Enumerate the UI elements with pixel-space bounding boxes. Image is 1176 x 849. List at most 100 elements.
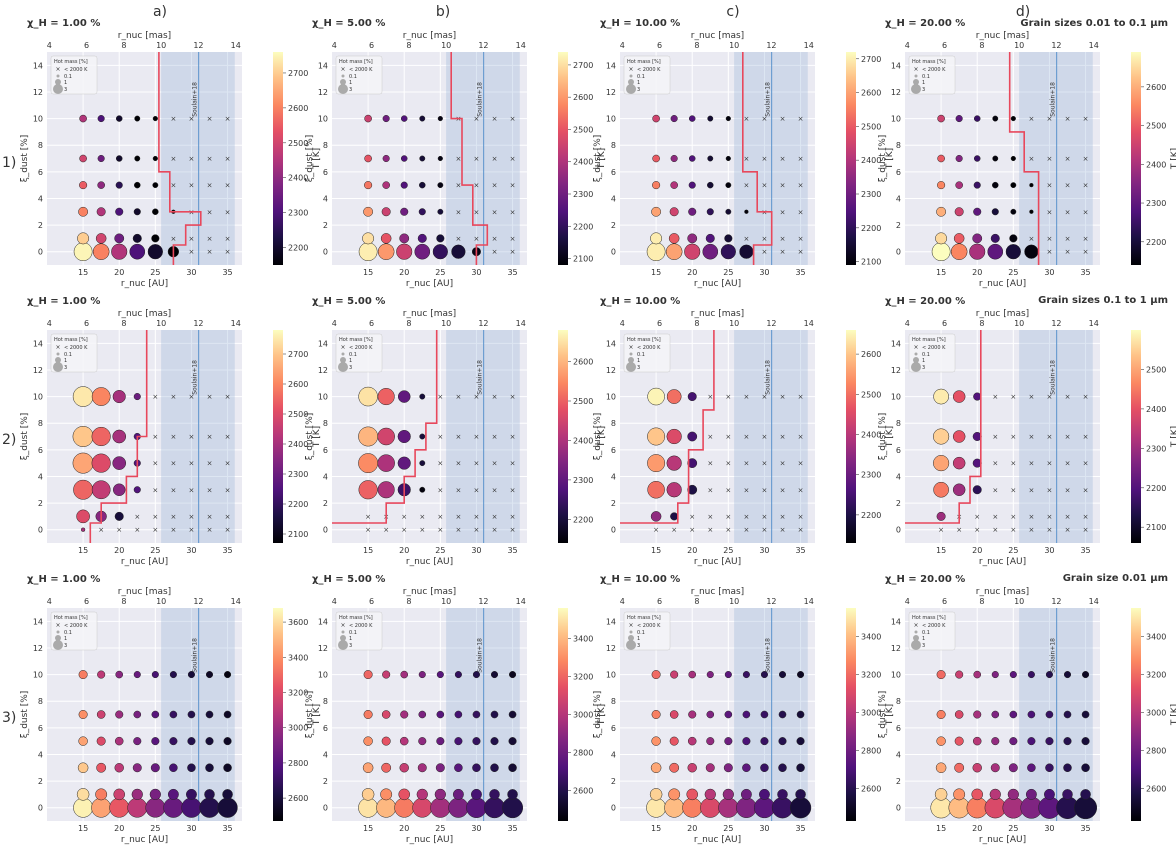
colorbar-tick-label: 2200 — [861, 511, 881, 520]
cold-marker: × — [510, 433, 516, 441]
legend-item: 1 — [637, 358, 640, 364]
data-point — [181, 797, 202, 818]
data-point — [955, 154, 963, 163]
x-top-tick-label: 6 — [942, 319, 947, 328]
colorbar — [1131, 330, 1141, 543]
data-point — [668, 788, 681, 801]
y-axis-title: ξ_dust [%] — [305, 691, 315, 739]
cold-marker: × — [780, 526, 786, 534]
data-point — [133, 486, 141, 494]
data-point — [382, 115, 390, 123]
y-tick-label: 2 — [323, 499, 328, 508]
data-point — [706, 710, 715, 719]
cold-marker: × — [992, 460, 998, 468]
data-point — [718, 797, 739, 818]
data-point — [991, 208, 999, 216]
x-tick-label: 35 — [507, 824, 517, 833]
x-top-tick-label: 4 — [332, 319, 337, 328]
cold-marker: × — [974, 526, 980, 534]
cold-marker: × — [474, 155, 480, 163]
data-point — [112, 483, 126, 496]
y-tick-label: 10 — [606, 671, 616, 680]
data-point — [933, 481, 949, 498]
data-point — [936, 736, 946, 746]
colorbar-title: T [K] — [597, 148, 607, 170]
cold-marker: × — [152, 460, 158, 468]
cold-marker: × — [798, 486, 804, 494]
legend-frame — [335, 611, 383, 651]
cold-marker: × — [225, 433, 231, 441]
cold-marker: × — [1010, 433, 1016, 441]
data-point — [380, 788, 393, 801]
data-point — [187, 671, 195, 679]
data-point — [972, 233, 983, 244]
data-point — [187, 710, 196, 719]
y-tick-label: 4 — [896, 194, 901, 203]
data-point — [396, 243, 413, 260]
data-point — [217, 797, 238, 818]
colorbar-tick-label: 2300 — [288, 470, 308, 479]
data-point — [169, 671, 177, 679]
cold-marker: × — [492, 235, 498, 243]
cold-marker: × — [743, 235, 749, 243]
cold-marker: × — [510, 182, 516, 190]
data-point — [187, 737, 196, 746]
data-point — [502, 797, 524, 819]
data-point — [72, 386, 94, 407]
y-tick-label: 8 — [323, 419, 328, 428]
x-tick-label: 20 — [972, 546, 982, 555]
data-point — [760, 737, 769, 746]
cold-marker: × — [152, 393, 158, 401]
cold-marker: × — [1083, 155, 1089, 163]
x-top-tick-label: 10 — [156, 597, 166, 606]
cold-marker: × — [225, 460, 231, 468]
y-tick-label: 10 — [318, 115, 328, 124]
data-point — [364, 114, 372, 123]
legend-title: Hot mass [%] — [627, 615, 661, 621]
data-point — [973, 670, 982, 679]
x-tick-label: 35 — [507, 268, 517, 277]
soulain-band — [161, 52, 235, 265]
colorbar-title: T [K] — [1170, 148, 1176, 170]
y-tick-label: 12 — [33, 366, 43, 375]
y-tick-label: 14 — [318, 339, 328, 348]
data-point — [382, 181, 390, 189]
cold-marker: × — [510, 460, 516, 468]
colorbar-tick-label: 3400 — [288, 653, 308, 662]
legend-marker-small — [629, 630, 633, 634]
cold-marker: × — [762, 235, 768, 243]
data-point — [134, 115, 141, 122]
legend-marker-large — [911, 84, 921, 94]
legend-marker-cold: × — [913, 344, 918, 351]
data-point — [724, 737, 733, 746]
legend-item: 1 — [922, 636, 925, 642]
x-tick-label: 25 — [150, 546, 160, 555]
y-tick-label: 12 — [891, 88, 901, 97]
legend-item: 3 — [637, 87, 640, 93]
data-point — [778, 710, 787, 719]
legend-item: 3 — [922, 365, 925, 371]
cold-marker: × — [1083, 486, 1089, 494]
y-axis-title: ξ_dust [%] — [878, 691, 888, 739]
data-point — [687, 736, 697, 746]
legend-title: Hot mass [%] — [339, 337, 373, 343]
cold-marker: × — [1065, 248, 1071, 256]
cold-marker: × — [762, 486, 768, 494]
data-point — [76, 509, 90, 524]
data-point — [1045, 763, 1054, 773]
data-point — [707, 155, 714, 162]
data-point — [358, 480, 378, 500]
x-top-tick-label: 14 — [1089, 597, 1099, 606]
legend-marker-medium — [55, 635, 61, 641]
cold-marker: × — [455, 486, 461, 494]
legend-title: Hot mass [%] — [339, 615, 373, 621]
data-point — [688, 207, 697, 216]
data-point — [79, 181, 88, 190]
colorbar-tick-label: 2600 — [861, 89, 881, 98]
x-top-tick-label: 4 — [47, 41, 52, 50]
data-point — [97, 670, 106, 679]
cold-marker: × — [492, 433, 498, 441]
cold-marker: × — [1028, 513, 1034, 521]
colorbar-tick-label: 3600 — [288, 618, 308, 627]
data-point — [725, 155, 731, 162]
